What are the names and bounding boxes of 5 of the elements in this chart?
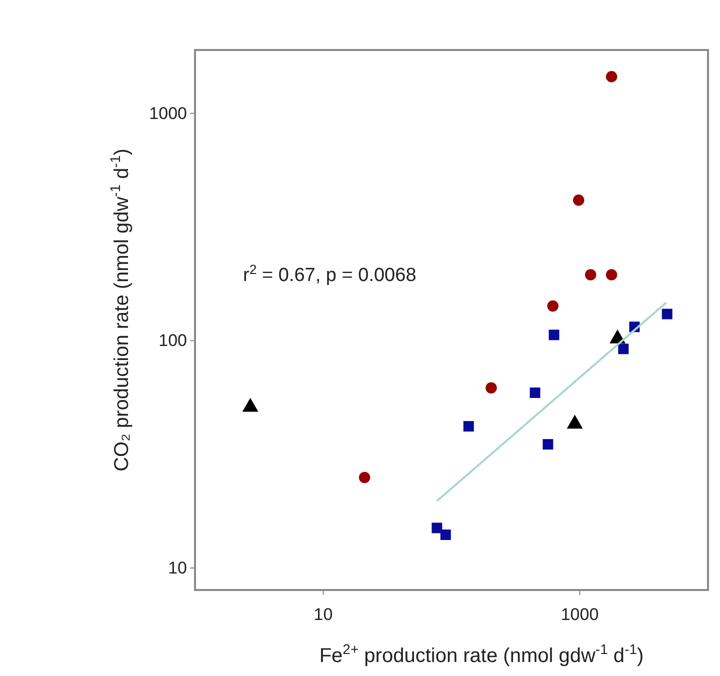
y-tick-label: 10 — [168, 558, 187, 578]
y-tick-label: 100 — [158, 331, 187, 350]
x-axis-title: Fe$^{2+}$ production rate (nmol gdw$^{-1}$ d$^{-1}$) — [319, 641, 644, 667]
y-tick-label: 1000 — [149, 104, 187, 123]
annotation: r$^{2}$ = 0.67, p = 0.0068 — [243, 262, 416, 286]
